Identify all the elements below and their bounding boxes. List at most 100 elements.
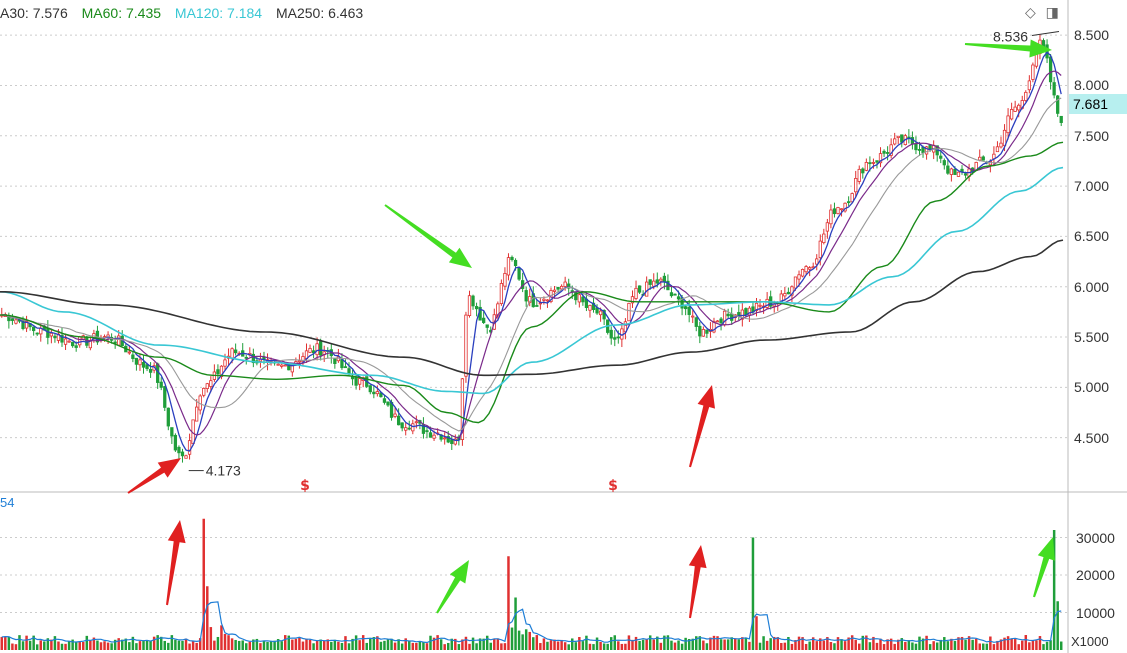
- price-tick-label: 8.500: [1074, 27, 1110, 44]
- volume-bar: [783, 642, 787, 650]
- candle-body: [163, 386, 167, 408]
- price-tick-label: 5.000: [1074, 379, 1110, 396]
- candle-body: [21, 320, 25, 330]
- candle-body: [691, 315, 695, 318]
- red-arrow-mid: [689, 385, 715, 468]
- volume-bar: [344, 636, 347, 650]
- volume-bar: [21, 641, 25, 650]
- candle-body: [510, 256, 514, 260]
- volume-bar: [322, 640, 326, 650]
- candle-body: [836, 207, 840, 215]
- volume-bar: [216, 636, 220, 650]
- volume-bar: [369, 637, 372, 650]
- candle-body: [893, 138, 897, 145]
- candle-body: [35, 332, 39, 335]
- volume-bar: [974, 638, 978, 650]
- volume-bar: [620, 643, 624, 650]
- candle-body: [818, 240, 822, 259]
- volume-bar: [656, 636, 659, 650]
- volume-bar: [1017, 644, 1020, 650]
- candle-body: [1013, 106, 1017, 112]
- volume-bar: [177, 640, 181, 650]
- volume-bar: [454, 638, 457, 650]
- volume-bar: [57, 641, 60, 650]
- volume-bar: [861, 635, 865, 650]
- volume-bar: [734, 638, 737, 650]
- price-tick-label: 6.500: [1074, 228, 1110, 245]
- candle-body: [1031, 64, 1035, 80]
- volume-bar: [103, 641, 106, 650]
- volume-bar: [911, 642, 914, 650]
- volume-bar: [588, 643, 592, 650]
- volume-bar: [411, 642, 415, 650]
- candle-body: [148, 368, 153, 373]
- volume-bar: [230, 638, 234, 650]
- panel-toggle-icon[interactable]: ◨: [1045, 4, 1059, 20]
- diamond-icon[interactable]: ◇: [1025, 4, 1036, 20]
- candle-body: [432, 434, 436, 439]
- volume-bar: [1028, 642, 1031, 650]
- volume-bar: [858, 643, 861, 650]
- red-arrow-volume-1: [166, 520, 186, 606]
- volume-bar: [439, 639, 443, 650]
- green-arrow-volume-2: [436, 560, 469, 614]
- candle-body: [60, 335, 64, 343]
- volume-bar: [719, 639, 723, 650]
- candle-body: [949, 168, 954, 175]
- candle-body: [471, 295, 475, 307]
- volume-bar: [475, 643, 478, 650]
- volume-bar: [361, 635, 365, 650]
- volume-bar: [142, 640, 145, 650]
- volume-bar: [524, 629, 528, 650]
- volume-bar: [641, 639, 645, 650]
- candle-body: [854, 178, 858, 193]
- candle-body: [428, 432, 433, 438]
- volume-bar: [227, 635, 230, 650]
- volume-bar: [943, 637, 946, 650]
- candle-body: [333, 358, 337, 364]
- candle-body: [244, 356, 248, 359]
- volume-bar: [14, 644, 18, 650]
- volume-bar: [1031, 640, 1035, 650]
- candle-body: [223, 359, 227, 367]
- volume-bar: [613, 635, 617, 650]
- candle-body: [999, 142, 1003, 148]
- candle-body: [896, 135, 900, 138]
- volume-bar: [617, 641, 620, 650]
- corner-icons: ◇ ◨: [1025, 4, 1065, 21]
- volume-bar: [967, 636, 971, 650]
- current-price-label: 7.681: [1069, 94, 1127, 114]
- volume-bar: [18, 635, 21, 650]
- volume-bar: [801, 637, 804, 650]
- volume-bar: [907, 640, 911, 650]
- volume-bar: [999, 639, 1003, 650]
- volume-bar: [262, 640, 266, 650]
- ma-legend: A30: 7.576 MA60: 7.435 MA120: 7.184 MA25…: [0, 3, 373, 23]
- candle-body: [963, 173, 968, 176]
- candle-body: [141, 361, 146, 368]
- red-arrow-low: [127, 458, 181, 494]
- volume-bar: [60, 643, 64, 650]
- volume-bar: [1035, 640, 1038, 650]
- candle-body: [889, 144, 893, 156]
- volume-bar: [677, 640, 680, 650]
- volume-bar: [198, 638, 202, 650]
- candle-body: [177, 446, 181, 454]
- candle-body: [822, 233, 826, 244]
- high-annotation-label: 8.536: [993, 29, 1028, 45]
- volume-bar: [184, 638, 188, 650]
- volume-bar: [532, 637, 535, 650]
- candle-body: [308, 348, 312, 353]
- volume-bar: [627, 635, 631, 650]
- candle-body: [184, 455, 188, 459]
- candle-body: [808, 267, 812, 270]
- candle-body: [233, 349, 238, 354]
- volume-bar: [659, 642, 663, 650]
- volume-bar: [574, 642, 578, 650]
- volume-bar: [46, 638, 50, 650]
- volume-bar: [684, 637, 687, 650]
- volume-bar: [436, 635, 439, 650]
- volume-bar: [96, 640, 99, 650]
- candle-body: [340, 359, 344, 369]
